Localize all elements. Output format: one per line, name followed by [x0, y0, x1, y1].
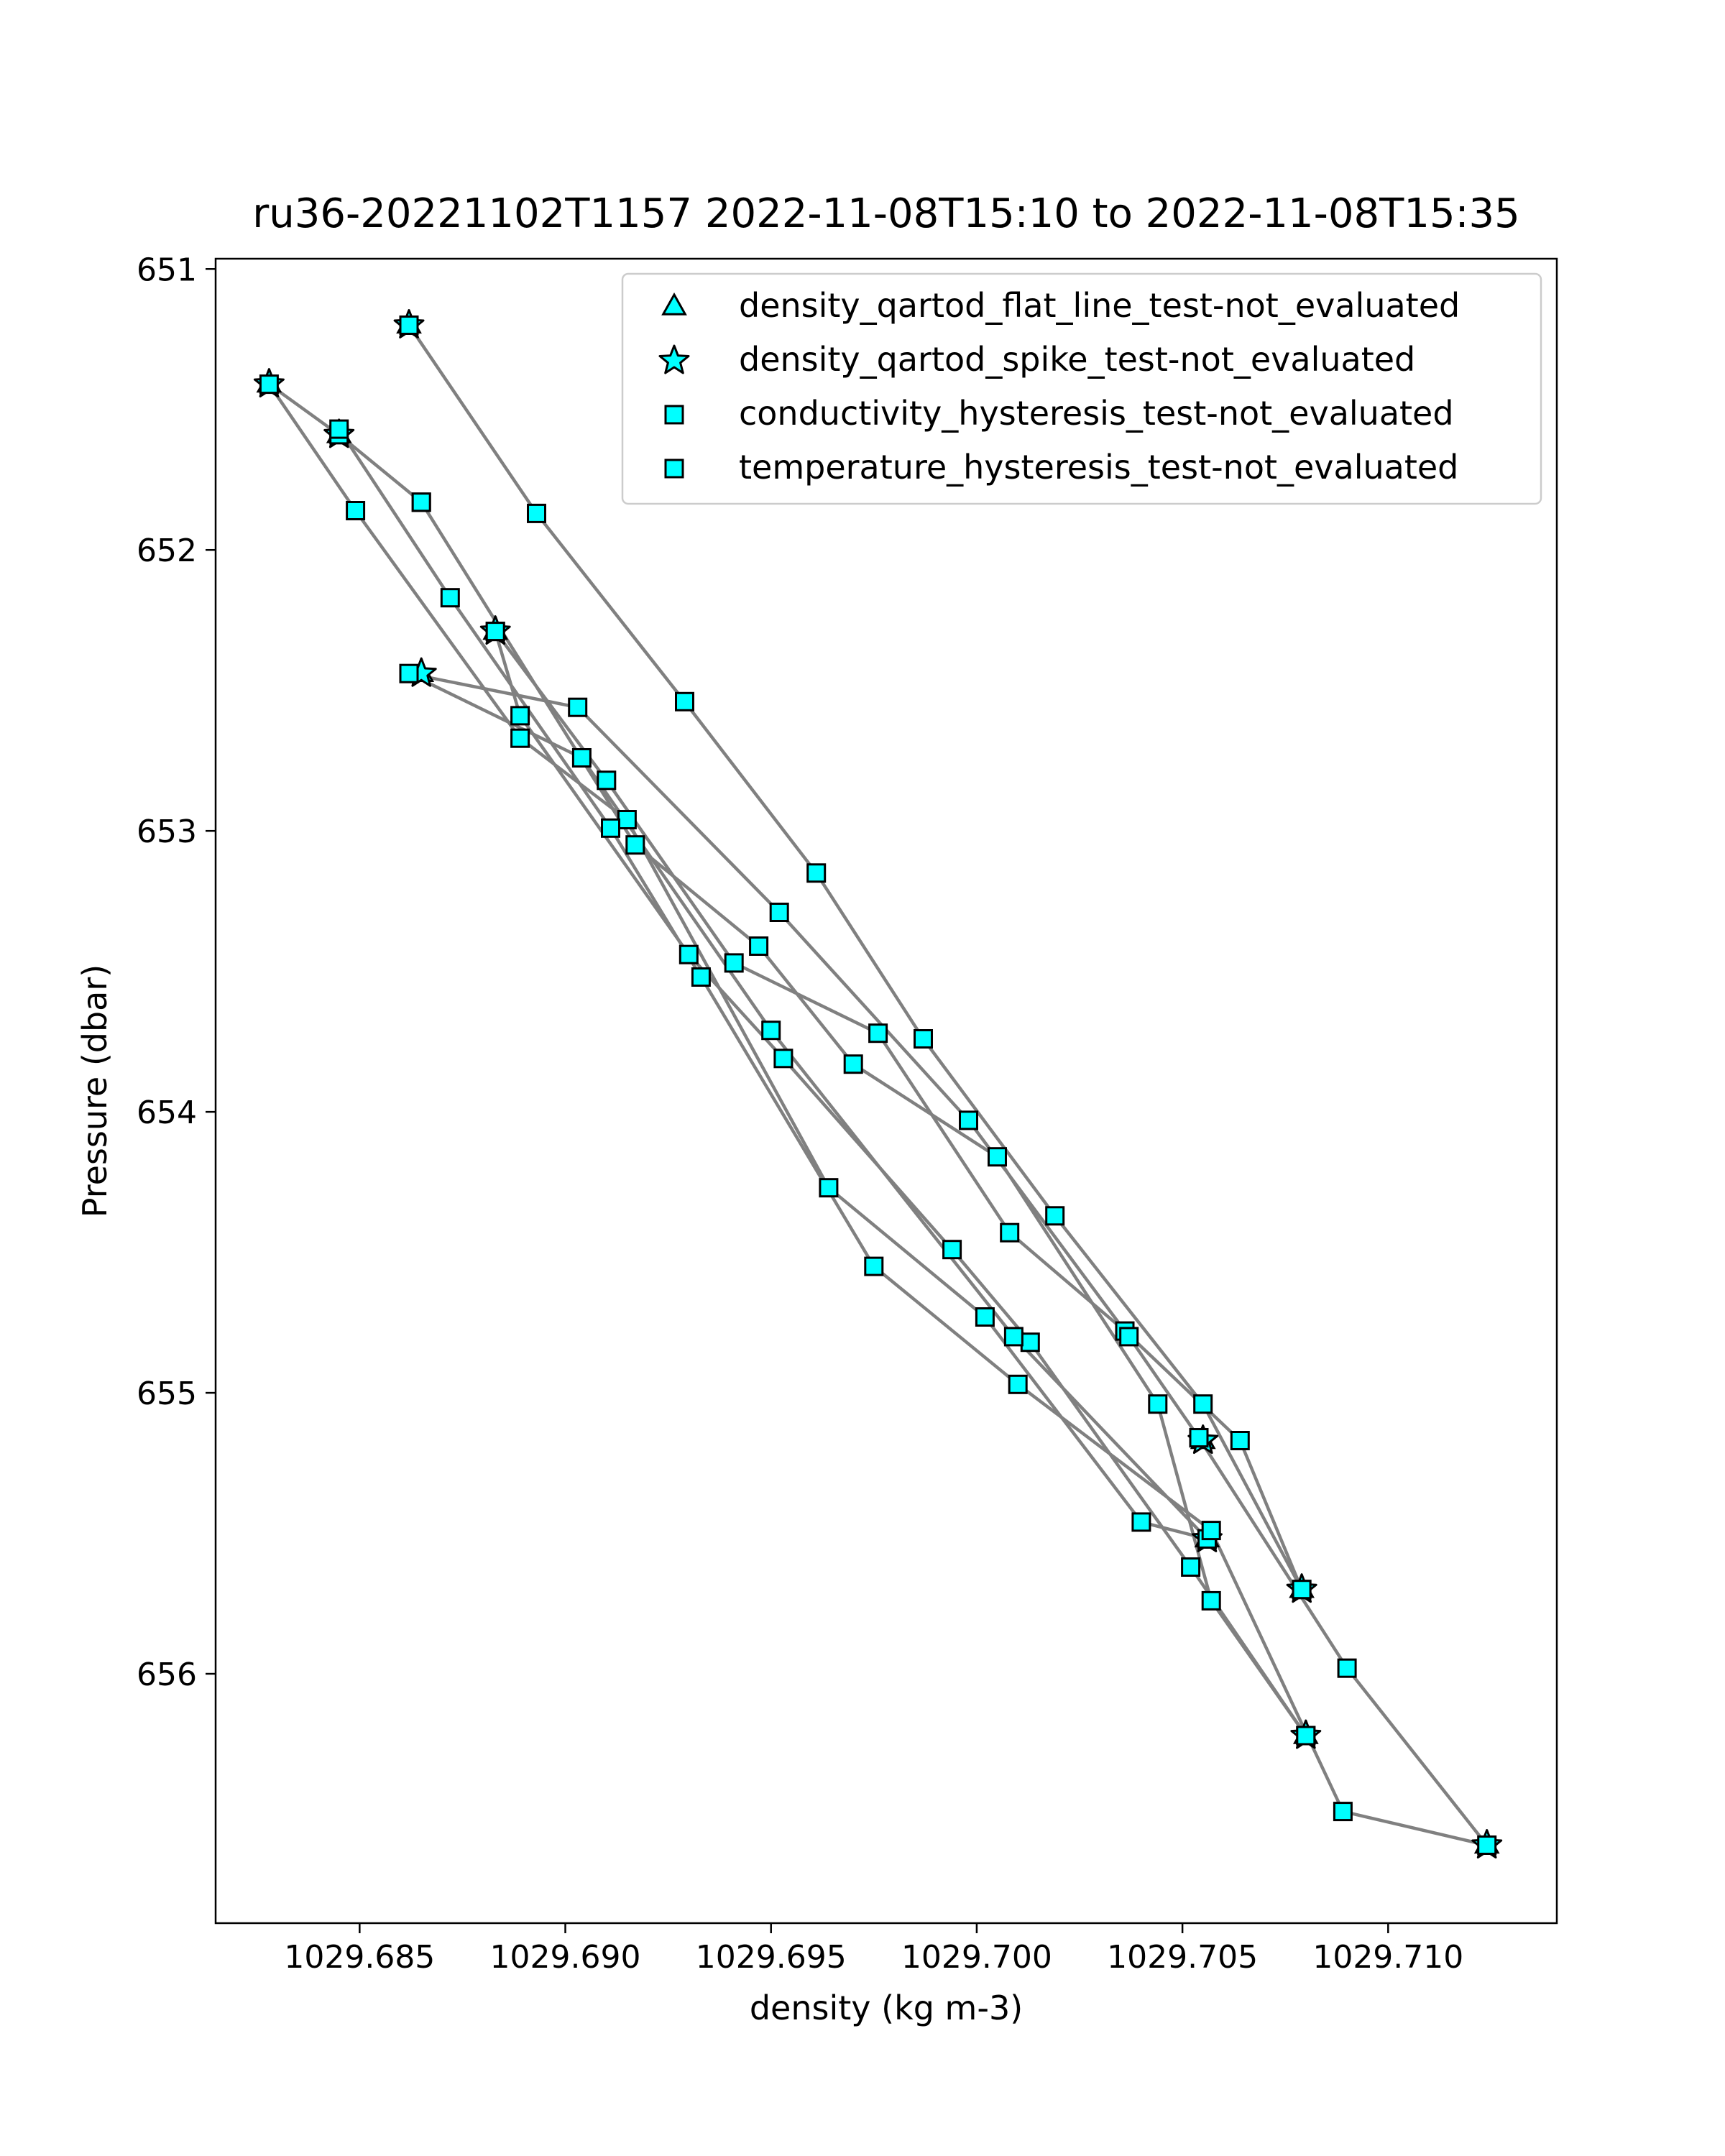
x-tick-label: 1029.705: [1107, 1939, 1258, 1976]
legend-symbol-square: [664, 459, 684, 479]
hysteresis-marker: [1292, 1580, 1312, 1600]
hysteresis-marker: [259, 374, 279, 395]
hysteresis-marker: [1119, 1327, 1139, 1347]
hysteresis-marker: [988, 1147, 1007, 1167]
y-tick-label: 654: [137, 1095, 197, 1131]
hysteresis-marker: [959, 1110, 978, 1130]
x-tick-label: 1029.685: [284, 1939, 435, 1976]
legend-label-temperature: temperature_hysteresis_test-not_evaluate…: [739, 448, 1458, 487]
y-axis-label: Pressure (dbar): [75, 964, 114, 1217]
x-tick-label: 1029.710: [1312, 1939, 1463, 1976]
x-tick-label: 1029.695: [696, 1939, 847, 1976]
y-tick-label: 652: [137, 533, 197, 569]
hysteresis-marker: [843, 1054, 863, 1074]
x-axis-label: density (kg m-3): [750, 1989, 1023, 2027]
hysteresis-marker: [678, 944, 699, 964]
hysteresis-marker: [346, 501, 366, 520]
hysteresis-marker: [724, 953, 744, 973]
legend-label-conductivity: conductivity_hysteresis_test-not_evaluat…: [739, 394, 1454, 433]
hysteresis-marker: [1296, 1726, 1316, 1746]
hysteresis-marker: [806, 863, 827, 883]
hysteresis-marker: [1230, 1431, 1250, 1450]
x-tick-label: 1029.700: [901, 1939, 1052, 1976]
hysteresis-marker: [1181, 1557, 1201, 1577]
legend-symbol-triangle: [661, 292, 687, 315]
hysteresis-marker: [1333, 1802, 1353, 1822]
legend-box: [621, 272, 1542, 505]
hysteresis-marker: [527, 503, 546, 523]
hysteresis-marker: [625, 835, 645, 855]
hysteresis-marker: [1201, 1521, 1221, 1541]
hysteresis-marker: [773, 1049, 794, 1069]
hysteresis-marker: [1000, 1222, 1020, 1243]
hysteresis-marker: [617, 810, 637, 829]
legend-symbols: [658, 292, 690, 479]
hysteresis-marker: [819, 1178, 839, 1198]
y-tick-label: 653: [137, 814, 197, 850]
hysteresis-marker: [1201, 1590, 1221, 1611]
hysteresis-marker: [868, 1023, 888, 1044]
hysteresis-marker: [1337, 1658, 1357, 1678]
legend: density_qartod_flat_line_test-not_evalua…: [621, 272, 1542, 505]
hysteresis-marker: [510, 728, 530, 748]
hysteresis-marker: [601, 818, 620, 838]
hysteresis-marker: [1003, 1327, 1024, 1347]
hysteresis-marker: [914, 1029, 933, 1049]
hysteresis-marker: [440, 588, 460, 608]
hysteresis-marker: [510, 706, 530, 726]
hysteresis-marker: [597, 770, 617, 791]
hysteresis-marker: [864, 1256, 884, 1276]
hysteresis-marker: [1131, 1512, 1151, 1532]
hysteresis-marker: [675, 691, 694, 711]
hysteresis-marker: [1020, 1332, 1040, 1353]
hysteresis-marker: [1045, 1206, 1065, 1226]
hysteresis-marker: [1008, 1374, 1028, 1394]
hysteresis-marker: [329, 419, 349, 439]
hysteresis-marker: [769, 903, 789, 922]
profile-line-1: [408, 324, 1304, 1590]
profile-line-6: [407, 671, 1209, 1540]
plot-frame: [214, 257, 1558, 1925]
hysteresis-marker: [1148, 1394, 1168, 1414]
hysteresis-marker: [411, 492, 431, 512]
hysteresis-marker: [761, 1021, 781, 1041]
y-tick-label: 651: [137, 252, 197, 288]
hysteresis-marker: [571, 748, 592, 768]
hysteresis-marker: [942, 1240, 962, 1260]
y-axis-ticks: 651 652 653 654 655 656: [137, 252, 216, 1693]
legend-label-spike: density_qartod_spike_test-not_evaluated: [739, 340, 1415, 379]
hysteresis-marker: [568, 697, 588, 717]
legend-label-flat-line: density_qartod_flat_line_test-not_evalua…: [739, 286, 1460, 325]
hysteresis-marker: [1477, 1835, 1497, 1855]
hysteresis-marker: [399, 315, 419, 335]
hysteresis-marker: [749, 936, 769, 956]
hysteresis-marker: [691, 967, 711, 987]
hysteresis-marker: [485, 622, 505, 642]
x-axis-ticks: 1029.685 1029.690 1029.695 1029.700 1029.705…: [284, 1923, 1463, 1976]
hysteresis-marker: [1189, 1428, 1209, 1448]
y-tick-label: 655: [137, 1376, 197, 1412]
legend-symbol-star: [658, 344, 690, 374]
y-tick-label: 656: [137, 1657, 197, 1693]
legend-symbol-square: [664, 405, 684, 425]
chart-title: ru36-20221102T1157 2022-11-08T15:10 to 2…: [252, 190, 1519, 237]
x-tick-label: 1029.690: [490, 1939, 641, 1976]
hysteresis-marker: [399, 663, 419, 683]
hysteresis-marker: [975, 1307, 995, 1327]
data-markers: [253, 309, 1503, 1858]
hysteresis-marker: [1193, 1394, 1213, 1414]
